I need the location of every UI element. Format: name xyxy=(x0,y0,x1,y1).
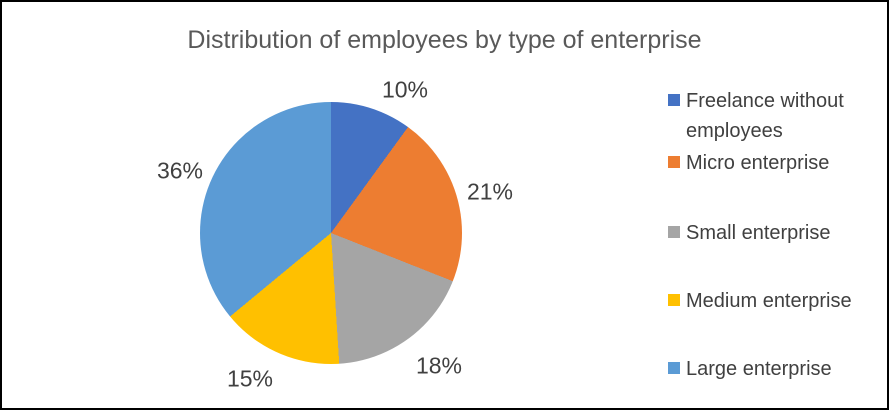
pie-data-label-small: 18% xyxy=(415,352,463,379)
legend-color-swatch-icon xyxy=(668,362,680,374)
legend-item-label: Medium enterprise xyxy=(686,290,852,312)
legend-item-micro[interactable]: Micro enterprise xyxy=(668,148,886,178)
legend-item-label: Micro enterprise xyxy=(686,152,830,174)
legend-color-swatch-icon xyxy=(668,156,680,168)
chart-title: Distribution of employees by type of ent… xyxy=(187,26,702,54)
pie-data-label-micro: 21% xyxy=(466,178,514,205)
legend-item-label: Small enterprise xyxy=(686,222,831,244)
pie-data-label-medium: 15% xyxy=(226,365,274,392)
legend-item-label: Freelance without employees xyxy=(686,90,844,142)
legend-item-label: Large enterprise xyxy=(686,358,832,380)
pie-data-label-large: 36% xyxy=(156,157,204,184)
legend-color-swatch-icon xyxy=(668,294,680,306)
pie-data-label-freelance: 10% xyxy=(381,76,429,103)
legend: Freelance without employees Micro enterp… xyxy=(668,2,886,408)
legend-item-medium[interactable]: Medium enterprise xyxy=(668,286,886,316)
legend-item-freelance[interactable]: Freelance without employees xyxy=(668,86,886,146)
legend-item-large[interactable]: Large enterprise xyxy=(668,354,886,384)
legend-color-swatch-icon xyxy=(668,94,680,106)
legend-color-swatch-icon xyxy=(668,226,680,238)
legend-item-small[interactable]: Small enterprise xyxy=(668,218,886,248)
pie-chart[interactable] xyxy=(200,102,462,364)
